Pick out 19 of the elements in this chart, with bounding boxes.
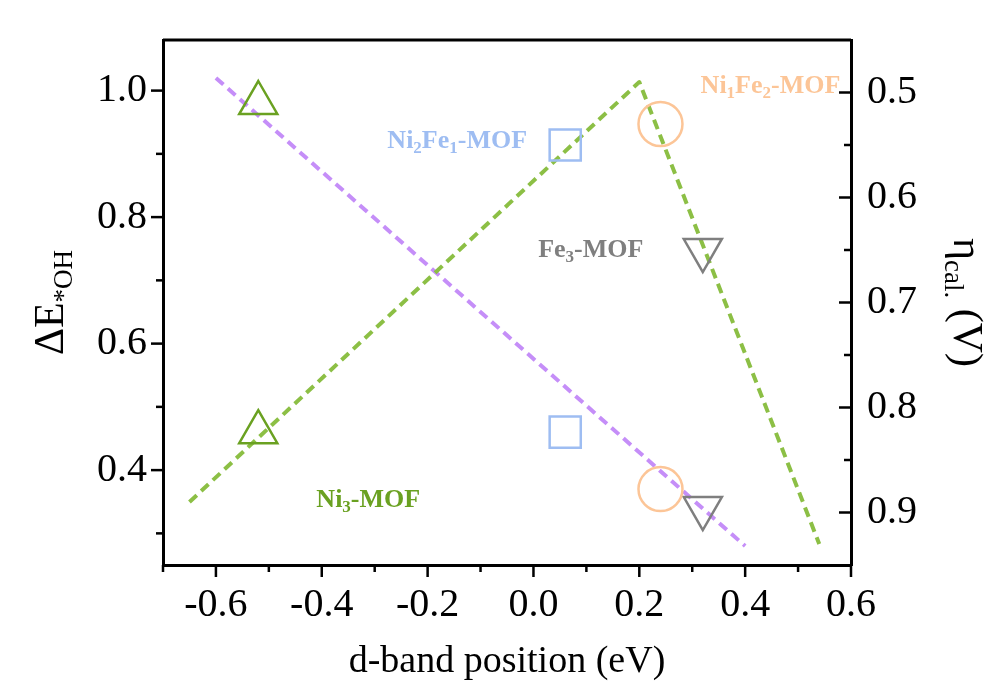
x-tick-label: 0.4 <box>720 579 771 625</box>
y-tick-label: 0.8 <box>97 191 147 237</box>
x-tick-label: 0.0 <box>508 579 559 625</box>
y2-tick-label: 0.5 <box>867 67 917 112</box>
y2-tick-label: 0.7 <box>867 277 917 322</box>
x-tick-label: -0.6 <box>184 579 248 625</box>
y-tick-label: 1.0 <box>97 65 147 111</box>
x-tick-label: -0.2 <box>395 579 460 625</box>
x-axis-title: d-band position (eV) <box>348 637 666 681</box>
x-tick-label: 0.6 <box>826 579 876 625</box>
y-axis-title: ΔE*OH <box>26 249 78 356</box>
y-tick-label: 0.4 <box>97 444 147 490</box>
y-tick-label: 0.6 <box>97 318 147 364</box>
y2-tick-label: 0.8 <box>867 382 917 427</box>
y2-axis-title: ηcal. (V) <box>939 238 991 367</box>
y2-tick-label: 0.6 <box>867 172 917 217</box>
y2-tick-label: 0.9 <box>867 487 917 532</box>
x-tick-label: 0.2 <box>614 579 665 625</box>
x-tick-label: -0.4 <box>290 579 354 625</box>
